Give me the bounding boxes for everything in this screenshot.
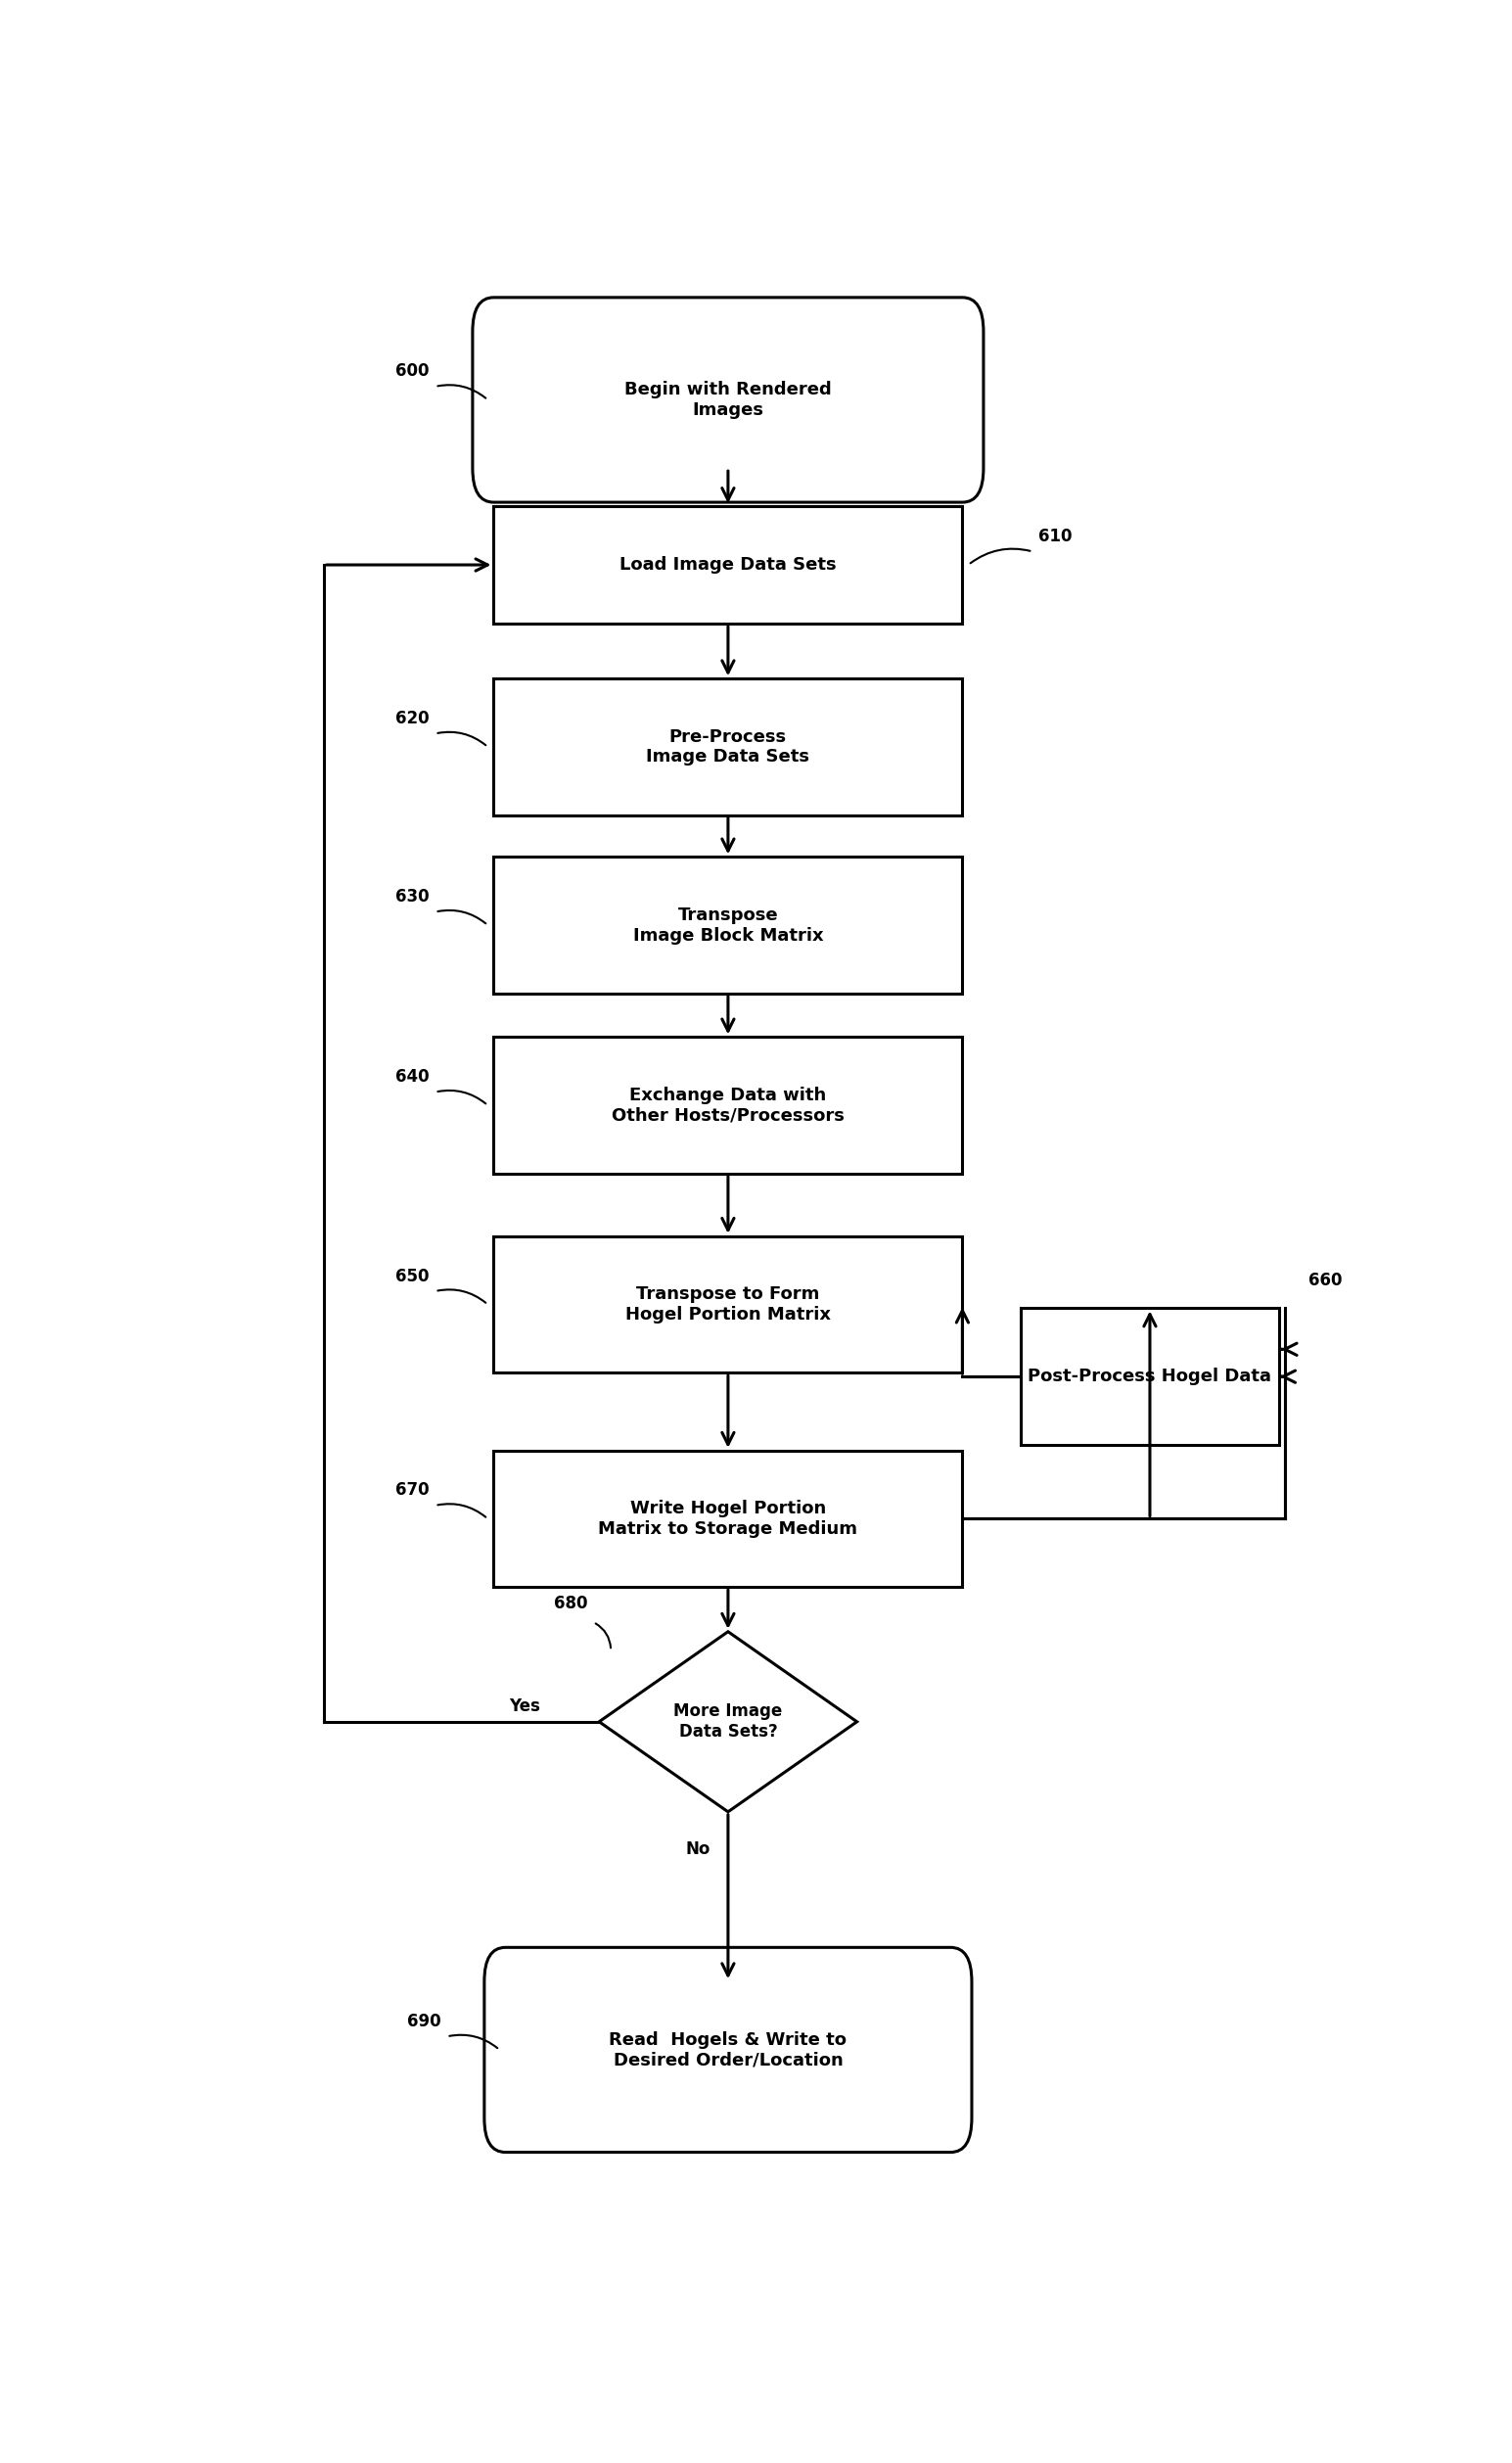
Bar (493, 505, 963, 623)
Text: 630: 630 (395, 889, 429, 906)
Text: Exchange Data with
Other Hosts/Processors: Exchange Data with Other Hosts/Processor… (612, 1086, 844, 1126)
FancyBboxPatch shape (484, 1948, 972, 2153)
Bar (1021, 1308, 1279, 1446)
Text: More Image
Data Sets?: More Image Data Sets? (673, 1702, 783, 1741)
Text: Read  Hogels & Write to
Desired Order/Location: Read Hogels & Write to Desired Order/Loc… (609, 2032, 847, 2069)
Bar (493, 1037, 963, 1175)
Text: 650: 650 (396, 1268, 429, 1286)
Text: Pre-Process
Image Data Sets: Pre-Process Image Data Sets (646, 729, 810, 766)
Text: 660: 660 (1308, 1271, 1341, 1288)
Bar (493, 680, 963, 815)
Text: 670: 670 (395, 1483, 429, 1500)
Text: 600: 600 (396, 362, 429, 379)
Text: Post-Process Hogel Data: Post-Process Hogel Data (1028, 1367, 1272, 1384)
Text: 620: 620 (395, 709, 429, 727)
Text: Transpose
Image Block Matrix: Transpose Image Block Matrix (634, 906, 823, 943)
Text: 640: 640 (395, 1069, 429, 1086)
Text: 690: 690 (407, 2012, 442, 2030)
Bar (493, 1236, 963, 1372)
Text: Transpose to Form
Hogel Portion Matrix: Transpose to Form Hogel Portion Matrix (626, 1286, 830, 1323)
Text: No: No (685, 1840, 711, 1857)
Text: Begin with Rendered
Images: Begin with Rendered Images (624, 382, 832, 419)
Text: 680: 680 (553, 1596, 588, 1613)
Bar (493, 1451, 963, 1586)
Text: Write Hogel Portion
Matrix to Storage Medium: Write Hogel Portion Matrix to Storage Me… (599, 1500, 857, 1537)
Text: 610: 610 (1039, 527, 1072, 544)
Polygon shape (599, 1631, 857, 1813)
Text: Yes: Yes (510, 1697, 541, 1714)
FancyBboxPatch shape (473, 298, 983, 502)
Bar (493, 857, 963, 993)
Text: Load Image Data Sets: Load Image Data Sets (620, 557, 836, 574)
